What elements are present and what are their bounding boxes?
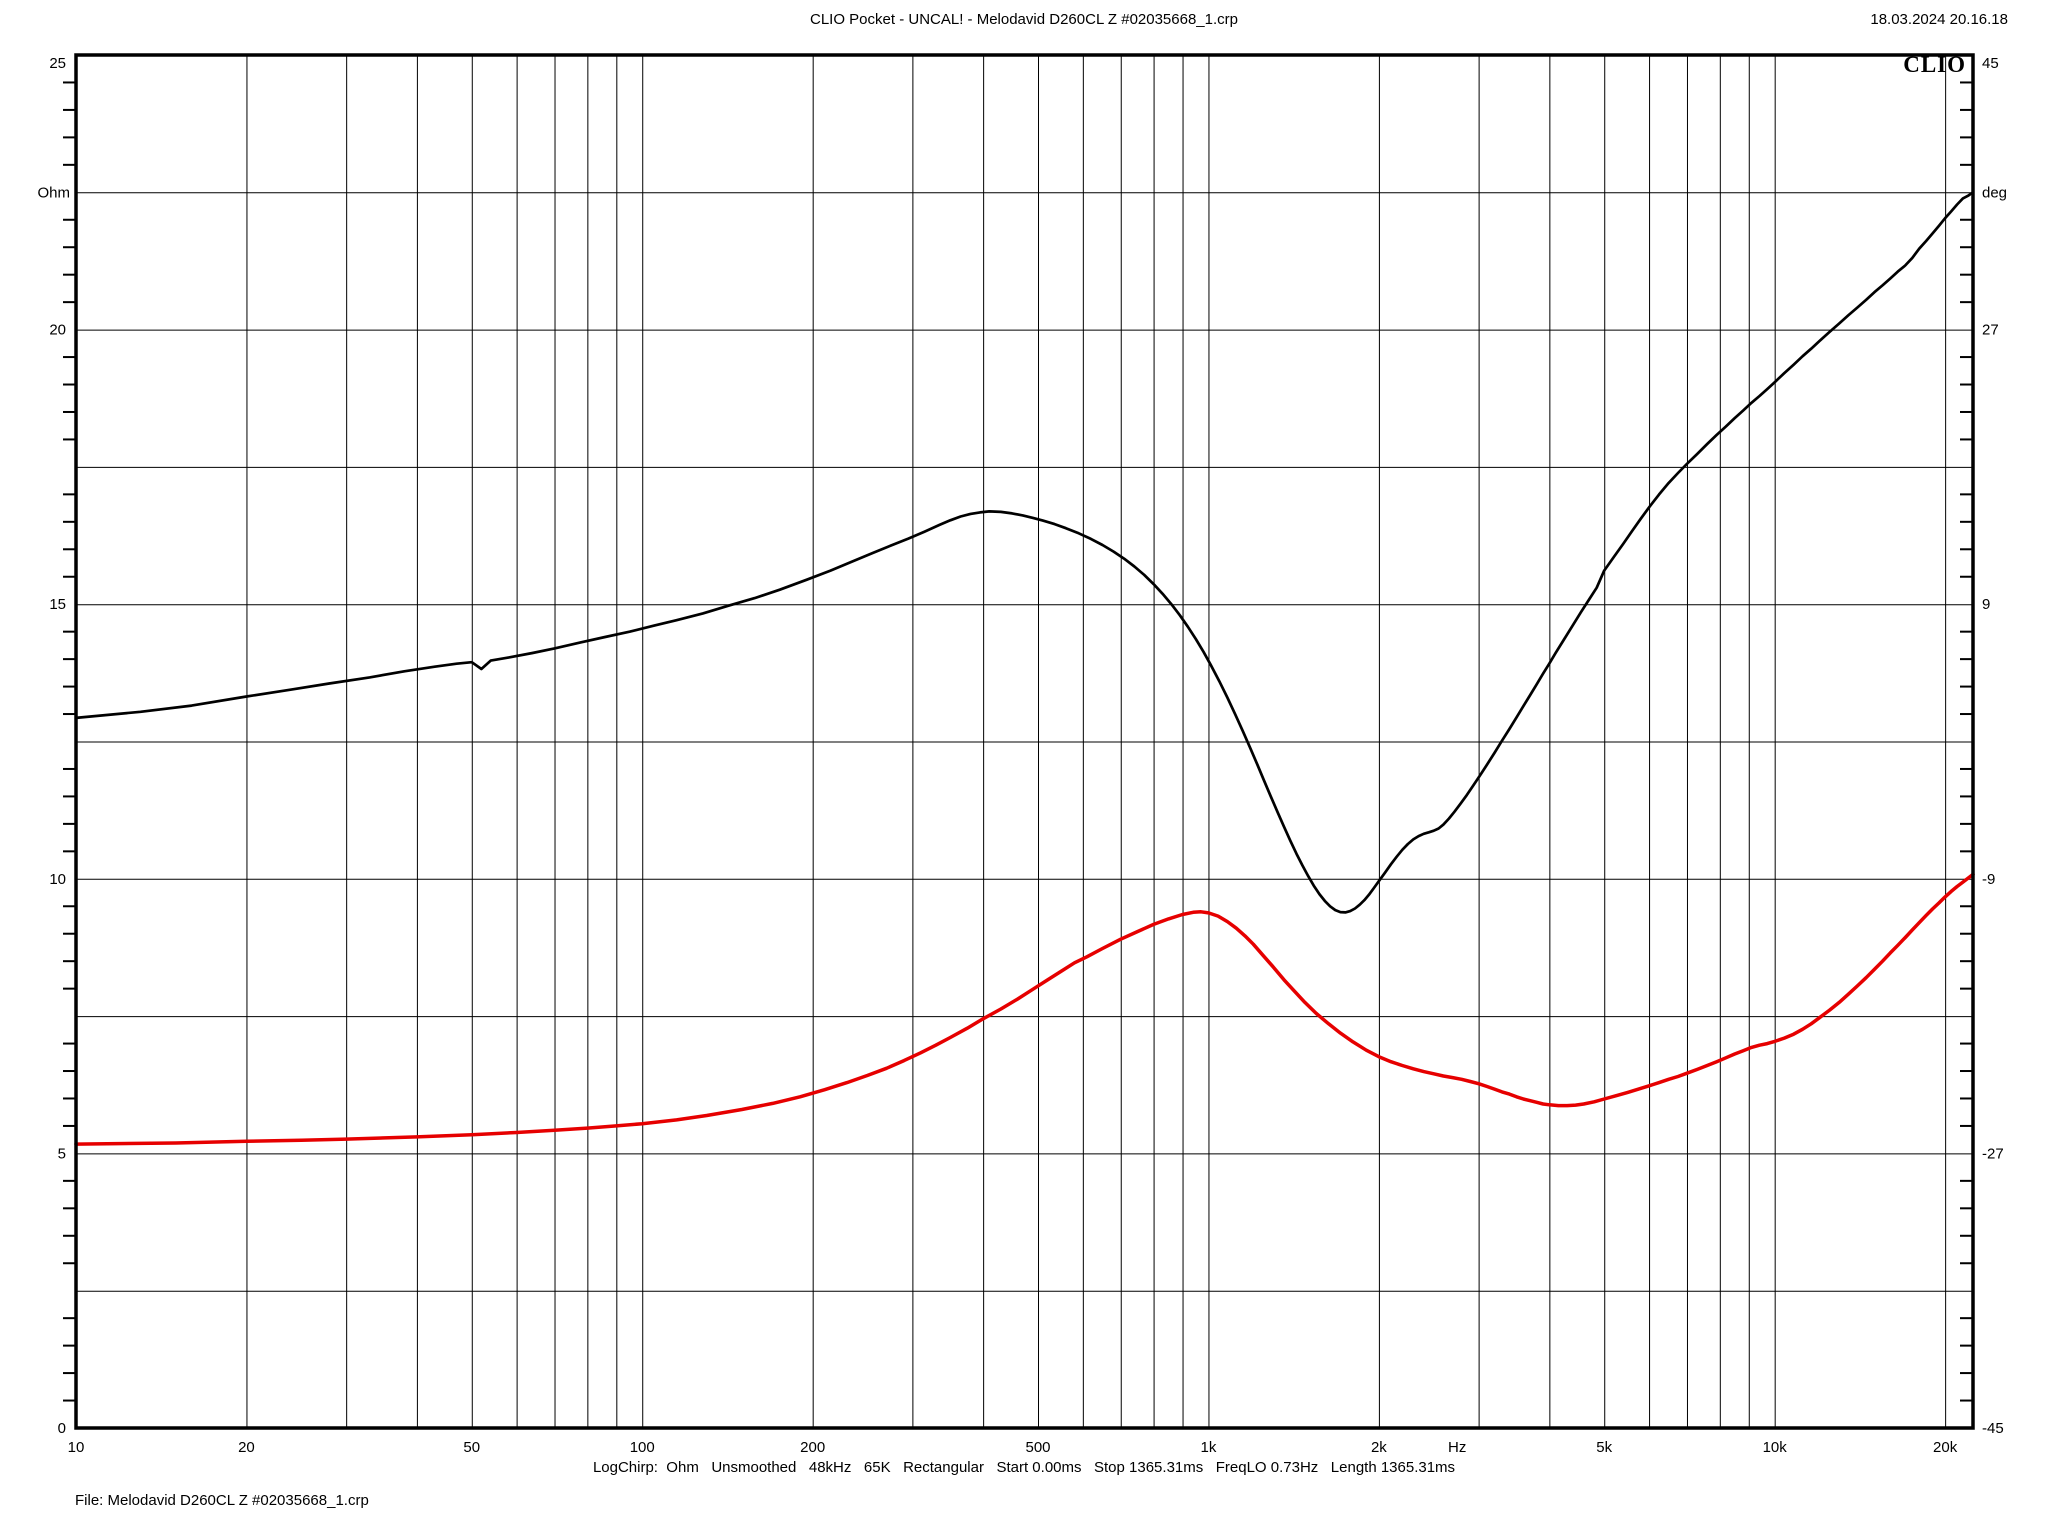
y-left-unit-label: Ohm (37, 184, 70, 201)
x-tick-label: 10 (68, 1439, 85, 1456)
x-tick-label: 20 (238, 1439, 255, 1456)
y-right-tick-label: 45 (1982, 55, 1999, 72)
x-tick-label: 500 (1025, 1439, 1050, 1456)
datetime-label: 18.03.2024 20.16.18 (1870, 11, 2008, 28)
x-unit-label: Hz (1448, 1439, 1466, 1456)
y-right-tick-label: 27 (1982, 322, 1999, 339)
y-left-tick-label: 25 (49, 55, 66, 72)
y-left-tick-label: 20 (49, 322, 66, 339)
x-tick-label: 5k (1596, 1439, 1612, 1456)
x-tick-label: 100 (630, 1439, 655, 1456)
y-right-tick-label: 9 (1982, 596, 1990, 613)
x-tick-label: 50 (463, 1439, 480, 1456)
minor-ticks (63, 81, 1973, 1402)
y-right-tick-label: -27 (1982, 1145, 2004, 1162)
x-tick-label: 1k (1201, 1439, 1217, 1456)
measurement-settings-line: LogChirp: Ohm Unsmoothed 48kHz 65K Recta… (592, 1459, 1456, 1476)
y-right-unit-label: deg (1982, 184, 2007, 201)
x-tick-label: 10k (1763, 1439, 1788, 1456)
y-left-tick-label: 5 (58, 1145, 66, 1162)
y-left-tick-label: 10 (49, 871, 66, 888)
x-tick-label: 200 (800, 1439, 825, 1456)
x-tick-label: 20k (1933, 1439, 1958, 1456)
phase-curve (74, 190, 1975, 914)
y-right-tick-label: -9 (1982, 871, 1995, 888)
impedance-magnitude-curve (74, 872, 1975, 1146)
x-tick-label: 2k (1371, 1439, 1387, 1456)
y-right-tick-label: -45 (1982, 1420, 2004, 1437)
grid-lines (76, 55, 1973, 1428)
y-left-tick-label: 15 (49, 596, 66, 613)
plot-border (74, 53, 1975, 1430)
y-left-tick-label: 0 (58, 1420, 66, 1437)
file-name-line: File: Melodavid D260CL Z #02035668_1.crp (75, 1492, 369, 1509)
window-title: CLIO Pocket - UNCAL! - Melodavid D260CL … (810, 11, 1238, 28)
